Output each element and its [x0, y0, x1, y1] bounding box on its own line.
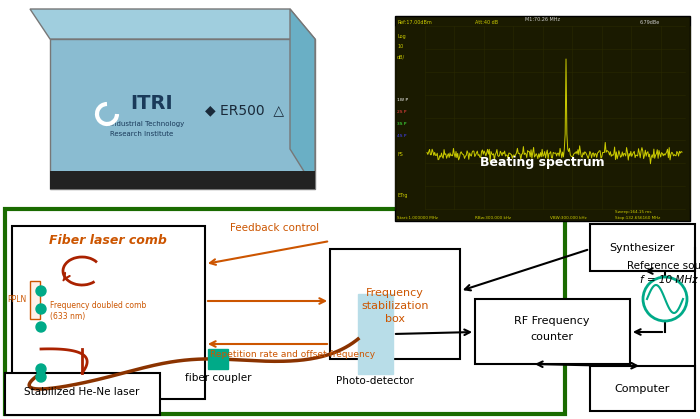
Bar — [208, 349, 228, 369]
Text: Fiber laser comb: Fiber laser comb — [49, 234, 167, 247]
Text: Ref:17.00dBm: Ref:17.00dBm — [397, 20, 432, 25]
FancyBboxPatch shape — [50, 39, 315, 189]
Text: PPLN: PPLN — [8, 295, 27, 305]
Text: 1W P: 1W P — [397, 98, 408, 102]
Polygon shape — [30, 9, 315, 39]
Bar — [590, 366, 695, 411]
Bar — [590, 224, 695, 271]
Text: Start:1.000000 MHz: Start:1.000000 MHz — [397, 216, 438, 220]
Text: Synthesizer: Synthesizer — [609, 243, 675, 253]
Text: 10: 10 — [397, 44, 403, 49]
Text: VBW:300.000 kHz: VBW:300.000 kHz — [550, 216, 587, 220]
Bar — [5, 373, 160, 415]
Bar — [50, 171, 315, 189]
Circle shape — [36, 304, 46, 314]
Text: Reference source: Reference source — [627, 261, 700, 271]
Text: Log: Log — [397, 34, 406, 39]
Circle shape — [36, 322, 46, 332]
Text: 4S P: 4S P — [397, 134, 407, 138]
Text: fiber coupler: fiber coupler — [185, 373, 251, 383]
Text: dB/: dB/ — [397, 54, 405, 59]
Bar — [475, 299, 630, 364]
Text: Frequency doubled comb
(633 nm): Frequency doubled comb (633 nm) — [50, 301, 146, 321]
Bar — [330, 249, 460, 359]
Text: ITRI: ITRI — [130, 94, 173, 113]
Bar — [30, 281, 40, 319]
Text: stabilization: stabilization — [361, 301, 428, 311]
Text: Photo-detector: Photo-detector — [336, 376, 414, 386]
Text: Computer: Computer — [615, 384, 670, 394]
Text: box: box — [385, 314, 405, 324]
Bar — [5, 209, 565, 414]
Bar — [358, 294, 393, 374]
Text: 2S P: 2S P — [397, 110, 407, 114]
Text: 6.79dBe: 6.79dBe — [640, 20, 660, 25]
Text: Repetition rate and offset frequency: Repetition rate and offset frequency — [210, 350, 375, 359]
Text: f = 10 MHz: f = 10 MHz — [640, 275, 698, 285]
Text: ◆ ER500  △: ◆ ER500 △ — [205, 103, 284, 117]
Circle shape — [36, 372, 46, 382]
Text: 3S P: 3S P — [397, 122, 407, 126]
Circle shape — [36, 364, 46, 374]
Text: FS: FS — [397, 152, 402, 157]
Bar — [12, 226, 205, 399]
Text: M1:70.26 MHz: M1:70.26 MHz — [525, 17, 560, 22]
Bar — [15, 9, 335, 204]
Polygon shape — [290, 9, 315, 189]
Text: RF Frequency: RF Frequency — [514, 316, 589, 326]
Text: Att:40 dB: Att:40 dB — [475, 20, 498, 25]
Text: Stabilized He-Ne laser: Stabilized He-Ne laser — [25, 387, 140, 397]
Text: Stop:132.656160 MHz: Stop:132.656160 MHz — [615, 216, 660, 220]
Bar — [395, 16, 690, 221]
Text: counter: counter — [531, 332, 573, 342]
Circle shape — [36, 286, 46, 296]
Text: Beating spectrum: Beating spectrum — [480, 156, 604, 169]
Text: Frequency: Frequency — [366, 288, 424, 298]
Text: Sweep:164.15 ms: Sweep:164.15 ms — [615, 210, 652, 214]
Text: Industrial Technology: Industrial Technology — [110, 121, 184, 127]
Text: ETrg: ETrg — [397, 193, 407, 198]
Text: RBw:300.000 kHz: RBw:300.000 kHz — [475, 216, 511, 220]
Text: Feedback control: Feedback control — [230, 223, 319, 233]
Text: Research Institute: Research Institute — [110, 131, 174, 137]
